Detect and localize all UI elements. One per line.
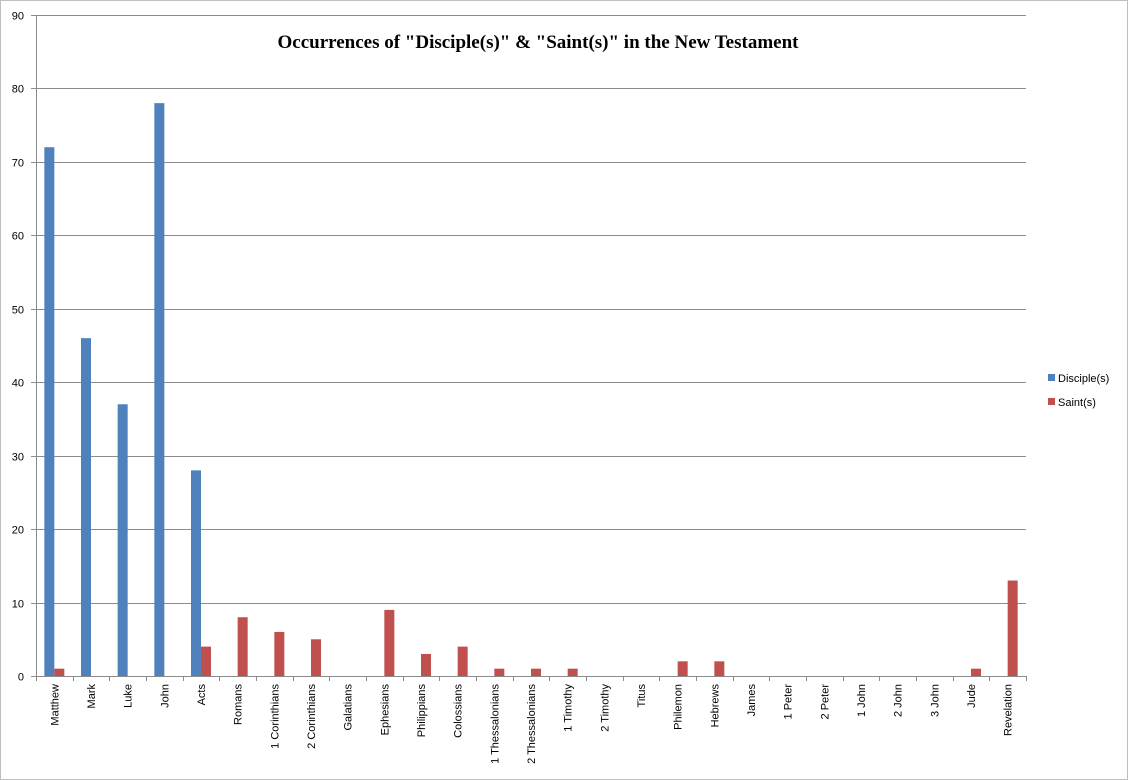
x-category-label: Revelation [1003,684,1015,736]
x-category-label: Colossians [453,684,465,738]
y-tick-label: 70 [12,158,24,170]
x-category-label: John [159,684,171,708]
y-tick-label: 50 [12,305,24,317]
bar-saints [311,639,321,676]
y-tick-label: 20 [12,525,24,537]
y-tick-label: 10 [12,599,24,611]
x-category-label: 3 John [929,684,941,717]
bar-saints [457,646,468,676]
x-category-label: 2 Thessalonians [526,684,538,764]
y-tick-label: 40 [12,378,24,390]
y-tick-label: 80 [12,84,24,96]
axes [31,15,1027,681]
x-category-label: Romans [233,684,245,725]
x-category-label: Matthew [49,684,61,726]
x-category-label: 2 Timothy [599,684,611,732]
x-category-label: Acts [196,684,208,706]
x-category-label: Luke [123,684,135,708]
bars [44,103,1018,677]
x-category-label: 2 John [893,684,905,717]
x-category-label: James [746,684,758,717]
legend-label-disciples: Disciple(s) [1058,373,1109,385]
bar-saints [677,661,688,676]
gridlines [36,15,1026,604]
chart-title: Occurrences of "Disciple(s)" & "Saint(s)… [277,32,799,53]
bar-disciples [81,338,91,676]
x-category-label: 2 Peter [819,684,831,720]
x-category-label: Ephesians [379,684,391,736]
x-category-label: Mark [86,684,98,709]
x-category-label: Philemon [673,684,685,730]
bar-saints [54,668,65,676]
bar-saints [971,668,981,676]
legend-swatch-saints [1048,398,1055,405]
labels: 0 10 20 30 40 50 60 70 80 90 Matthew Mark Luke John Ac… [12,11,1015,764]
x-category-label: 1 Thessalonians [489,684,501,764]
x-category-label: Titus [636,684,648,708]
x-category-label: 1 Peter [783,684,795,720]
x-category-label: 1 Timothy [563,684,575,732]
x-category-label: Jude [966,684,978,708]
bar-saints [494,668,505,676]
legend-label-saints: Saint(s) [1058,397,1096,409]
bar-saints [567,668,578,676]
bar-saints [384,609,395,676]
x-category-label: Galatians [343,684,355,731]
bar-saints [421,653,431,676]
x-category-label: 2 Corinthians [306,684,318,749]
y-tick-label: 60 [12,231,24,243]
bar-saints [714,661,725,676]
bar-disciples [117,404,128,676]
y-tick-label: 90 [12,11,24,23]
bar-disciples [44,147,55,676]
legend: Disciple(s) Saint(s) [1048,373,1109,409]
x-category-label: Philippians [416,684,428,738]
bar-saints [1007,580,1018,676]
bar-saints [201,646,211,676]
y-tick-label: 0 [18,672,24,684]
bar-disciples [154,103,165,677]
x-category-label: 1 Corinthians [269,684,281,749]
x-category-label: 1 John [856,684,868,717]
y-tick-label: 30 [12,452,24,464]
bar-saints [237,617,248,676]
bar-disciples [191,470,201,676]
bar-saints [531,668,541,676]
x-category-label: Hebrews [709,684,721,728]
bar-saints [274,631,285,676]
legend-swatch-disciples [1048,374,1055,381]
